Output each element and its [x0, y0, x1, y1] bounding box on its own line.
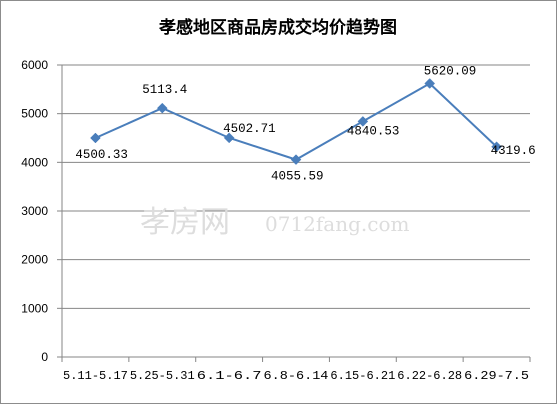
data-label: 4840.53	[347, 124, 400, 138]
x-tick-label: 6.15-6.21	[330, 369, 395, 383]
x-tick-label: 5.11-5.17	[63, 369, 128, 383]
watermark-url: 0712fang.com	[265, 212, 410, 236]
watermark: 孝房网 0712fang.com	[140, 205, 410, 240]
x-tick-label: 5.25-5.31	[130, 369, 195, 383]
x-tick-label: 6.1-6.7	[197, 369, 262, 383]
axes	[61, 65, 530, 358]
data-point-marker	[223, 132, 235, 144]
x-tick-label: 6.29-7.5	[464, 369, 529, 383]
chart-title: 孝感地区商品房成交均价趋势图	[159, 17, 397, 38]
y-tick-label: 4000	[21, 155, 48, 169]
y-tick-label: 1000	[21, 301, 48, 315]
y-tick-label: 3000	[21, 204, 48, 218]
data-point-marker	[290, 154, 302, 165]
data-label: 5620.09	[424, 64, 477, 78]
y-tick-label: 2000	[21, 253, 48, 267]
data-label: 4319.6	[491, 144, 536, 158]
y-tick-label: 5000	[21, 107, 48, 121]
data-labels: 4500.33 5113.4 4502.71 4055.59 4840.53 5620.0…	[75, 64, 535, 183]
y-tick-label: 6000	[21, 58, 48, 72]
x-axis-ticks: 5.11-5.17 5.25-5.31 6.1-6.7 6.8-6.14 6.15-6.…	[61, 357, 531, 383]
x-tick-label: 6.8-6.14	[264, 369, 329, 383]
data-label: 5113.4	[142, 83, 187, 97]
data-point-marker	[156, 102, 168, 114]
gridlines	[62, 64, 530, 309]
data-label: 4500.33	[75, 148, 128, 162]
watermark-logo: 孝房网	[140, 205, 230, 240]
y-axis-ticks: 0 1000 2000 3000 4000 5000 6000	[21, 58, 62, 364]
data-point-marker	[357, 116, 369, 127]
y-tick-label: 0	[41, 350, 48, 364]
series-markers	[90, 78, 502, 165]
data-label: 4502.71	[223, 122, 276, 136]
data-point-marker	[491, 141, 502, 153]
data-point-marker	[424, 78, 436, 89]
data-point-marker	[90, 132, 101, 144]
x-tick-label: 6.22-6.28	[397, 369, 462, 383]
data-label: 4055.59	[271, 170, 324, 184]
